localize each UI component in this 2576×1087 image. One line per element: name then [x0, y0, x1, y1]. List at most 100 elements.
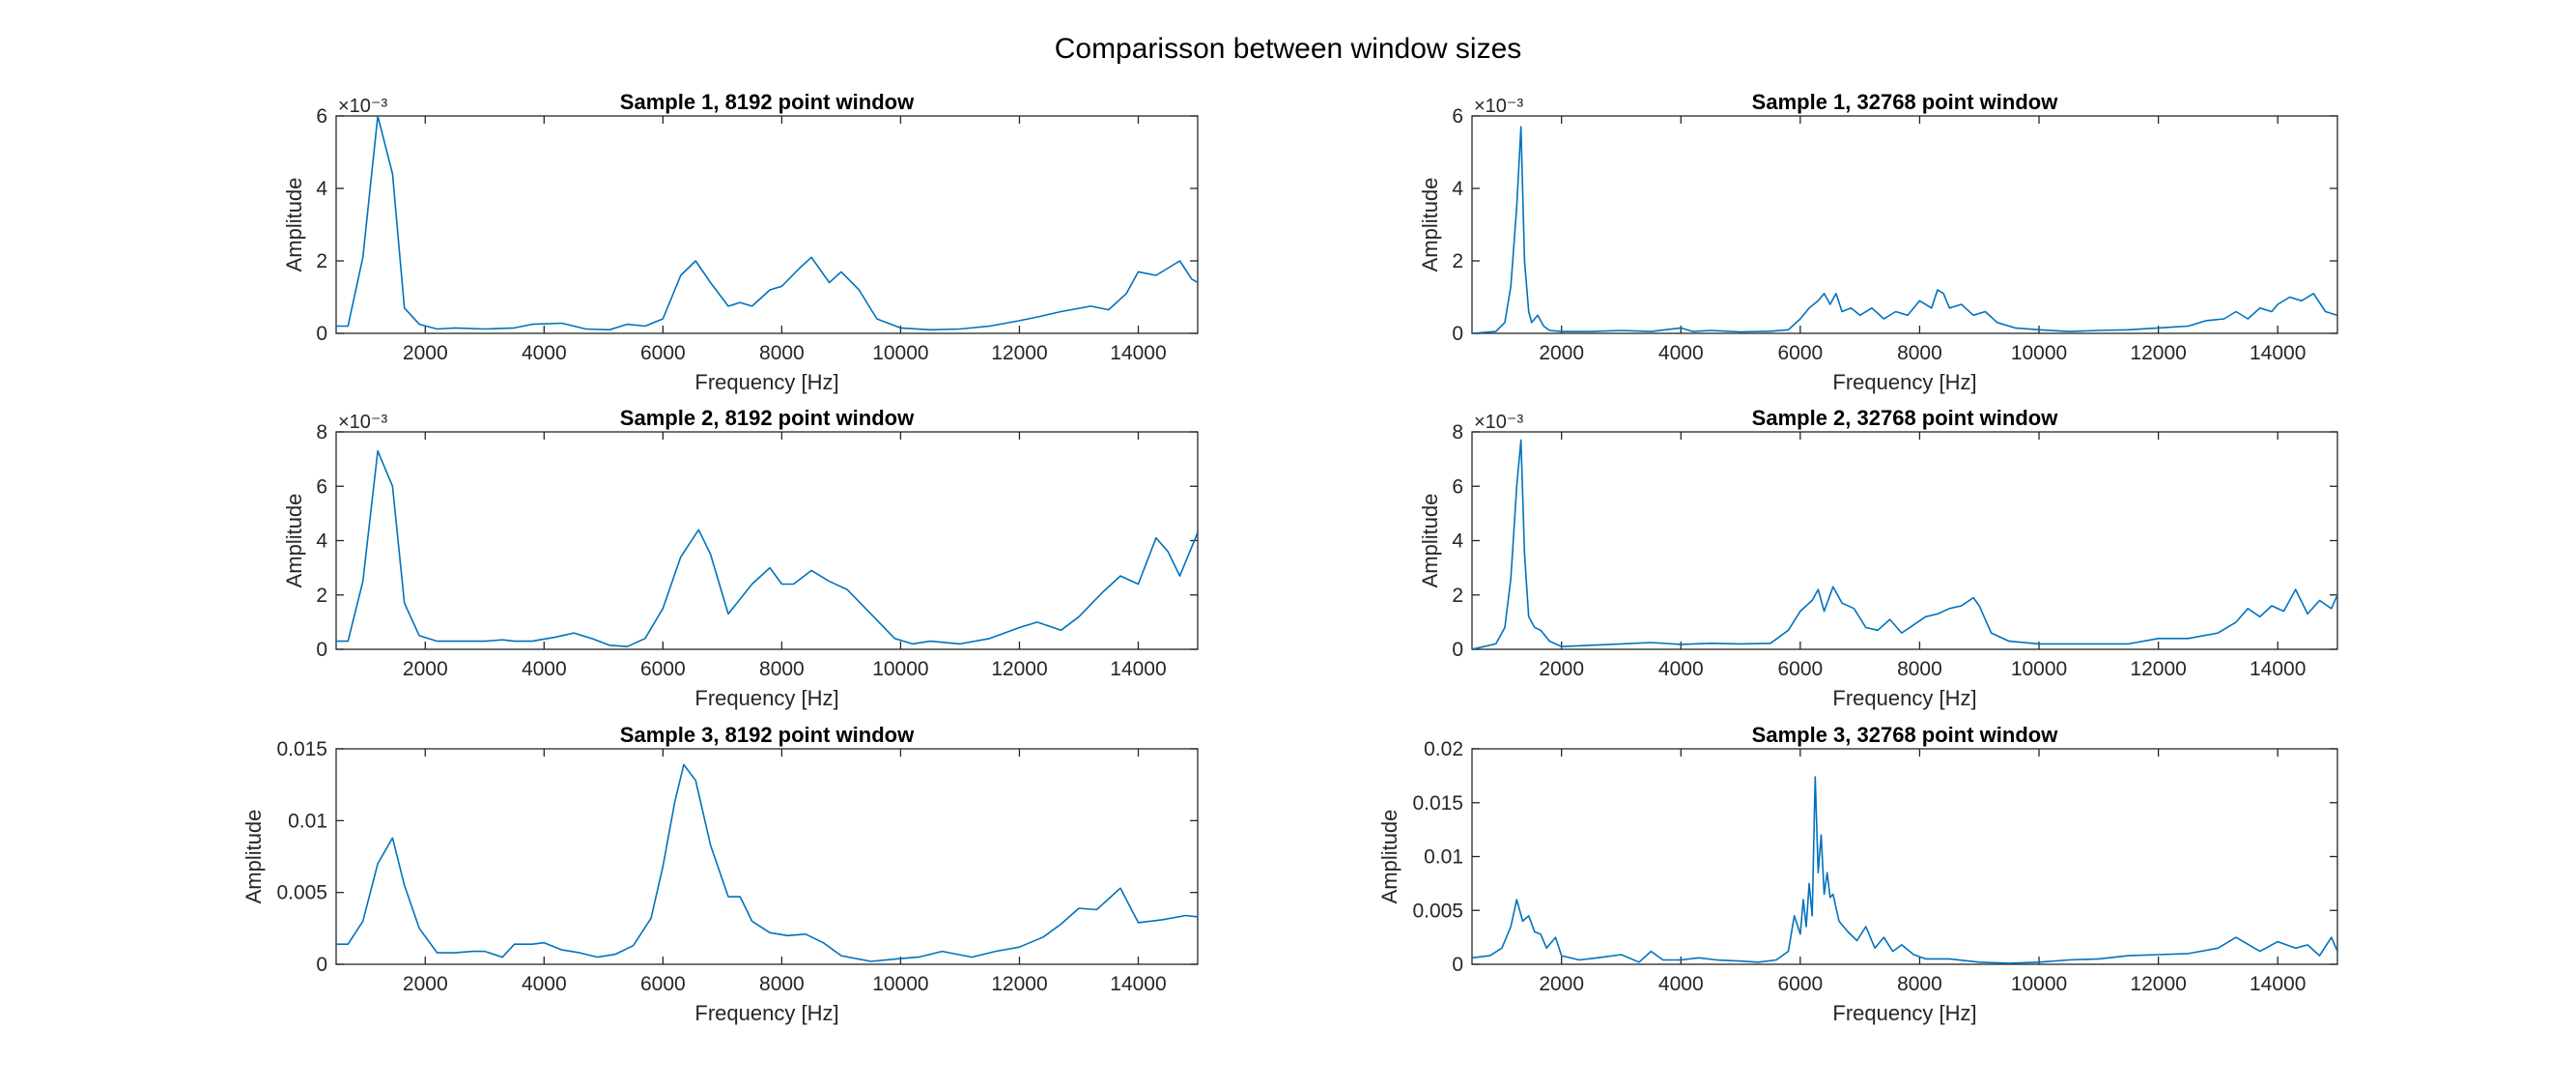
x-tick-label: 10000: [2011, 342, 2067, 364]
y-tick-label: 4: [1452, 178, 1463, 200]
subplot-4: 2000 4000 6000 8000 10000 12000 14000 0 2 4 6 8 ×10⁻…: [1418, 406, 2338, 710]
subplot-title: Sample 2, 32768 point window: [1752, 406, 2059, 430]
y-axis-label: Amplitude: [241, 810, 266, 904]
x-tick-label: 14000: [1110, 342, 1166, 364]
x-tick-label: 12000: [991, 658, 1047, 680]
x-tick-label: 2000: [1539, 973, 1584, 995]
y-tick-label: 0: [316, 954, 327, 976]
subplot-title: Sample 1, 8192 point window: [620, 90, 915, 114]
x-tick-label: 2000: [403, 658, 448, 680]
x-tick-label: 14000: [2250, 342, 2306, 364]
x-tick-label: 2000: [1539, 658, 1584, 680]
y-tick-label: 6: [1452, 475, 1463, 498]
x-tick-label: 4000: [1658, 658, 1704, 680]
x-tick-label: 14000: [2250, 658, 2306, 680]
x-tick-label: 14000: [1110, 973, 1166, 995]
y-tick-label: 8: [316, 421, 327, 443]
y-tick-label: 0.02: [1424, 738, 1463, 760]
x-tick-label: 4000: [1658, 973, 1704, 995]
axes-box: [1471, 431, 2338, 650]
x-tick-label: 6000: [1778, 658, 1824, 680]
y-tick-label: 8: [1452, 421, 1463, 443]
x-tick-label: 2000: [1539, 342, 1584, 364]
x-tick-label: 12000: [991, 973, 1047, 995]
x-tick-label: 8000: [759, 973, 805, 995]
x-tick-label: 2000: [403, 973, 448, 995]
spectrum-line: [336, 763, 1198, 962]
axes-box: [335, 115, 1199, 334]
spectrum-line: [1472, 776, 2337, 964]
x-tick-label: 12000: [2130, 658, 2186, 680]
y-axis-label: Amplitude: [1418, 178, 1442, 272]
x-tick-label: 10000: [872, 658, 928, 680]
y-exponent-label: ×10⁻³: [338, 412, 387, 433]
x-tick-label: 8000: [1897, 342, 1942, 364]
y-tick-label: 2: [1452, 250, 1463, 272]
x-tick-label: 12000: [2130, 342, 2186, 364]
y-axis-label: Amplitude: [282, 178, 306, 272]
y-tick-label: 0: [316, 639, 327, 661]
x-axis-label: Frequency [Hz]: [1832, 1001, 1976, 1025]
axes-box: [335, 748, 1199, 965]
x-tick-label: 2000: [403, 342, 448, 364]
x-tick-label: 4000: [522, 658, 567, 680]
subplot-title: Sample 3, 8192 point window: [620, 723, 915, 747]
y-tick-label: 0: [316, 323, 327, 345]
x-tick-label: 6000: [640, 973, 686, 995]
x-tick-label: 8000: [1897, 973, 1942, 995]
y-tick-label: 0.005: [1412, 900, 1463, 922]
y-exponent-label: ×10⁻³: [338, 96, 387, 117]
x-tick-label: 4000: [522, 342, 567, 364]
y-exponent-label: ×10⁻³: [1474, 96, 1523, 117]
y-tick-label: 6: [316, 105, 327, 128]
x-tick-label: 6000: [640, 342, 686, 364]
y-tick-label: 0: [1452, 323, 1463, 345]
figure-title: Comparisson between window sizes: [1054, 33, 1522, 65]
y-axis-label: Amplitude: [1418, 494, 1442, 588]
spectrum-line: [336, 449, 1198, 648]
x-tick-label: 4000: [522, 973, 567, 995]
x-tick-label: 8000: [759, 342, 805, 364]
subplot-5: 2000 4000 6000 8000 10000 12000 14000 0 0.005 0.0…: [241, 723, 1199, 1025]
y-tick-label: 6: [1452, 105, 1463, 128]
y-axis-label: Amplitude: [282, 494, 306, 588]
y-tick-label: 2: [316, 585, 327, 607]
x-tick-label: 6000: [640, 658, 686, 680]
x-axis-label: Frequency [Hz]: [1832, 370, 1976, 394]
y-tick-label: 0.015: [1412, 792, 1463, 815]
x-tick-label: 6000: [1778, 342, 1824, 364]
subplot-2: 2000 4000 6000 8000 10000 12000 14000 0 2 4 6 ×10⁻³…: [1418, 90, 2338, 394]
x-tick-label: 8000: [759, 658, 805, 680]
y-tick-label: 2: [316, 250, 327, 272]
y-tick-label: 4: [1452, 530, 1463, 553]
axes-box: [1471, 748, 2338, 965]
y-tick-label: 0: [1452, 954, 1463, 976]
x-axis-label: Frequency [Hz]: [1832, 686, 1976, 710]
y-tick-label: 0.01: [1424, 846, 1463, 869]
y-exponent-label: ×10⁻³: [1474, 412, 1523, 433]
y-tick-label: 0.01: [288, 810, 327, 832]
x-tick-label: 10000: [2011, 973, 2067, 995]
x-tick-label: 8000: [1897, 658, 1942, 680]
y-tick-label: 0: [1452, 639, 1463, 661]
x-tick-label: 10000: [872, 973, 928, 995]
spectrum-line: [1472, 439, 2337, 649]
x-axis-label: Frequency [Hz]: [694, 686, 838, 710]
y-tick-label: 2: [1452, 585, 1463, 607]
subplot-title: Sample 3, 32768 point window: [1752, 723, 2059, 747]
subplot-title: Sample 1, 32768 point window: [1752, 90, 2059, 114]
x-axis-label: Frequency [Hz]: [694, 1001, 838, 1025]
x-tick-label: 10000: [2011, 658, 2067, 680]
x-tick-label: 14000: [1110, 658, 1166, 680]
y-tick-label: 0.015: [276, 738, 327, 760]
x-tick-label: 6000: [1778, 973, 1824, 995]
y-tick-label: 4: [316, 530, 327, 553]
subplot-1: 2000 4000 6000 8000 10000 12000 14000 0 2 4 6 ×10⁻³…: [282, 90, 1199, 394]
x-tick-label: 10000: [872, 342, 928, 364]
x-tick-label: 12000: [2130, 973, 2186, 995]
y-tick-label: 0.005: [276, 882, 327, 904]
y-tick-label: 6: [316, 475, 327, 498]
spectrum-line: [1472, 126, 2337, 333]
x-tick-label: 14000: [2250, 973, 2306, 995]
